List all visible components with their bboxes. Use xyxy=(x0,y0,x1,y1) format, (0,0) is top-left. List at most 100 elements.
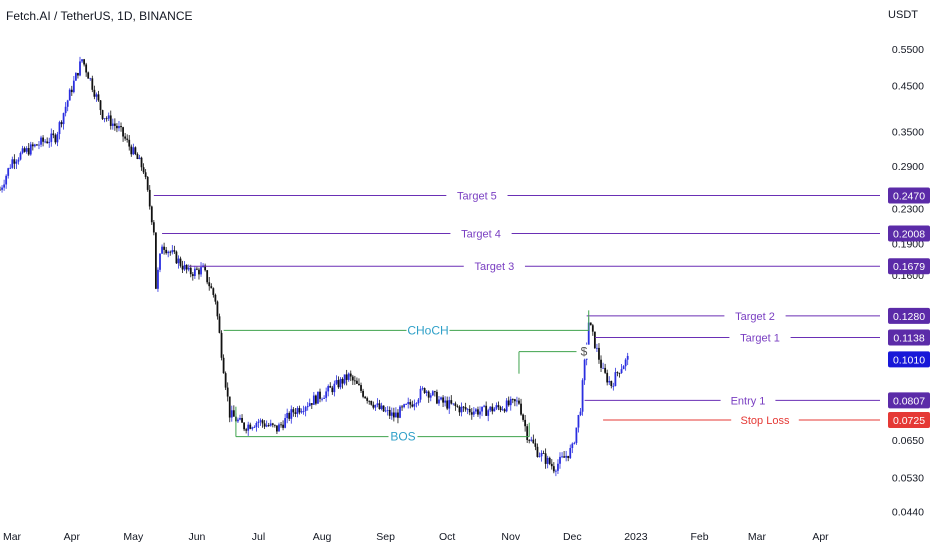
price-badge xyxy=(888,329,930,346)
candle-body xyxy=(520,403,522,415)
candle-body xyxy=(228,396,231,418)
candle-body xyxy=(413,403,416,407)
candle-body xyxy=(62,113,65,125)
candle-body xyxy=(624,359,627,367)
candle-body xyxy=(93,89,96,97)
candle-body xyxy=(522,414,524,420)
candle-body xyxy=(325,391,328,398)
candle-body xyxy=(608,380,611,383)
candle-body xyxy=(438,399,440,404)
candle-body xyxy=(181,265,184,270)
candle-body xyxy=(148,189,151,207)
candle-body xyxy=(423,388,426,393)
price-badge-text: 0.0725 xyxy=(893,415,925,427)
price-badge xyxy=(888,258,930,275)
candle-body xyxy=(536,446,539,457)
structure-label-bg xyxy=(406,323,450,338)
candle-body xyxy=(403,404,406,408)
candle-body xyxy=(602,367,604,369)
candle-body xyxy=(189,267,192,275)
candle-body xyxy=(122,127,124,137)
candle-body xyxy=(516,400,518,402)
candle-body xyxy=(196,268,198,270)
candle-body xyxy=(265,425,268,427)
candle-body xyxy=(620,369,623,374)
candle-body xyxy=(306,406,309,408)
candle-body xyxy=(489,406,492,411)
candle-body xyxy=(23,148,26,152)
candle-body xyxy=(351,376,354,381)
candle-body xyxy=(255,422,258,428)
candle-body xyxy=(247,424,250,431)
candles-group xyxy=(0,56,629,477)
candle-body xyxy=(382,405,385,412)
candle-body xyxy=(581,380,584,412)
candle-body xyxy=(206,270,209,283)
candle-body xyxy=(130,146,133,155)
candle-body xyxy=(290,409,293,419)
candle-body xyxy=(36,144,38,146)
candle-body xyxy=(368,400,371,402)
level-label-bg xyxy=(450,226,512,241)
candle-body xyxy=(124,136,127,139)
x-tick-label: Mar xyxy=(3,531,22,543)
candle-body xyxy=(263,423,266,427)
candle-body xyxy=(563,456,566,458)
candle-body xyxy=(559,456,561,464)
price-axis[interactable]: 0.5500 0.4500 0.3500 0.2900 0.2300 0.1900 0.16… xyxy=(892,44,924,519)
candle-body xyxy=(321,398,323,400)
candle-body xyxy=(511,399,514,400)
candle-body xyxy=(431,391,434,396)
candle-body xyxy=(448,400,451,409)
candle-body xyxy=(360,385,362,391)
candle-body xyxy=(19,152,22,160)
candle-body xyxy=(44,141,47,143)
candle-body xyxy=(341,378,344,384)
candle-body xyxy=(610,380,613,387)
candle-body xyxy=(72,80,75,93)
candle-body xyxy=(540,452,543,457)
candle-body xyxy=(411,404,414,407)
candle-body xyxy=(304,407,307,412)
candle-body xyxy=(477,409,479,415)
candle-body xyxy=(0,189,1,191)
candle-body xyxy=(198,269,200,275)
candle-body xyxy=(374,404,377,408)
candle-body xyxy=(237,419,239,422)
candle-body xyxy=(249,424,252,429)
candle-body xyxy=(460,406,463,413)
candle-body xyxy=(171,250,174,253)
structure-label-bg xyxy=(576,344,592,359)
candle-body xyxy=(179,258,182,266)
candle-body xyxy=(600,359,602,368)
candle-body xyxy=(587,322,590,346)
candle-body xyxy=(101,110,104,119)
time-axis[interactable]: Mar Apr May Jun Jul Aug Sep Oct Nov Dec 2023 Feb Mar… xyxy=(3,531,829,543)
candle-body xyxy=(319,391,321,399)
candle-body xyxy=(417,399,420,404)
candle-body xyxy=(386,410,389,411)
candle-body xyxy=(399,406,401,418)
candle-body xyxy=(97,94,100,101)
candle-body xyxy=(561,456,563,458)
candle-body xyxy=(378,403,381,409)
level-label: Target 5 xyxy=(457,191,497,203)
candle-body xyxy=(317,391,319,404)
candle-body xyxy=(546,457,549,464)
current-price-text: 0.1010 xyxy=(893,354,925,366)
candle-body xyxy=(548,457,551,464)
candle-body xyxy=(113,123,116,126)
y-tick-label: 0.0650 xyxy=(892,435,924,447)
candle-body xyxy=(212,288,215,295)
candle-body xyxy=(220,332,223,358)
price-badge-text: 0.1280 xyxy=(893,311,925,323)
candle-body xyxy=(565,455,568,458)
candle-body xyxy=(111,123,114,126)
price-badge-text: 0.2470 xyxy=(893,191,925,203)
candle-body xyxy=(70,89,73,93)
y-tick-label: 0.4500 xyxy=(892,81,924,93)
x-tick-label: 2023 xyxy=(624,531,648,543)
candle-body xyxy=(573,442,576,444)
